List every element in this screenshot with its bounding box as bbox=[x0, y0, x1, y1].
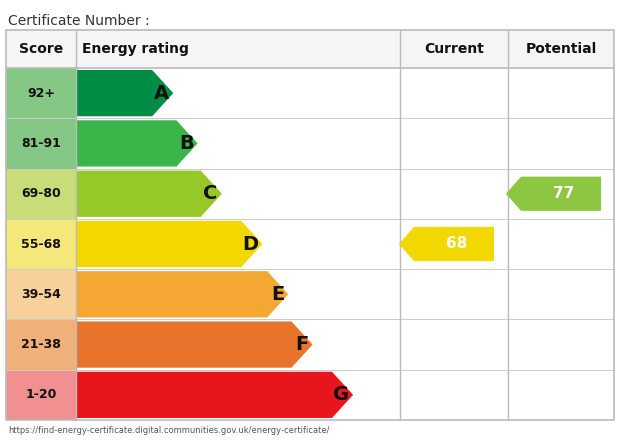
Bar bbox=[400, 169, 508, 219]
Bar bbox=[400, 269, 508, 319]
Text: 68: 68 bbox=[446, 236, 467, 252]
Text: Certificate Number :: Certificate Number : bbox=[8, 14, 149, 28]
Bar bbox=[76, 118, 400, 169]
Text: 39-54: 39-54 bbox=[21, 288, 61, 301]
Bar bbox=[6, 68, 76, 118]
Bar bbox=[508, 269, 614, 319]
Bar bbox=[76, 269, 400, 319]
Polygon shape bbox=[399, 227, 494, 261]
Text: 77: 77 bbox=[554, 186, 575, 201]
Text: 69-80: 69-80 bbox=[21, 187, 61, 200]
Bar bbox=[6, 219, 76, 269]
Bar bbox=[508, 219, 614, 269]
Polygon shape bbox=[76, 372, 353, 418]
Bar bbox=[508, 169, 614, 219]
Bar bbox=[508, 370, 614, 420]
Text: B: B bbox=[179, 134, 193, 153]
Bar bbox=[6, 269, 76, 319]
Text: 92+: 92+ bbox=[27, 87, 55, 99]
Bar bbox=[508, 68, 614, 118]
Text: 21-38: 21-38 bbox=[21, 338, 61, 351]
Bar bbox=[76, 68, 400, 118]
Bar bbox=[508, 118, 614, 169]
Text: https://find-energy-certificate.digital.communities.gov.uk/energy-certificate/: https://find-energy-certificate.digital.… bbox=[8, 426, 329, 435]
Bar bbox=[400, 118, 508, 169]
Text: F: F bbox=[295, 335, 309, 354]
Bar bbox=[6, 118, 76, 169]
Bar bbox=[6, 30, 614, 420]
Text: C: C bbox=[203, 184, 218, 203]
Bar bbox=[6, 30, 614, 68]
Text: G: G bbox=[333, 385, 349, 404]
Text: Current: Current bbox=[424, 42, 484, 56]
Polygon shape bbox=[76, 221, 262, 267]
Bar bbox=[76, 370, 400, 420]
Text: 81-91: 81-91 bbox=[21, 137, 61, 150]
Bar bbox=[6, 370, 76, 420]
Bar bbox=[6, 319, 76, 370]
Bar bbox=[400, 319, 508, 370]
Text: Potential: Potential bbox=[525, 42, 596, 56]
Bar bbox=[400, 219, 508, 269]
Polygon shape bbox=[76, 322, 312, 368]
Bar bbox=[400, 68, 508, 118]
Polygon shape bbox=[76, 271, 288, 317]
Text: 1-20: 1-20 bbox=[25, 389, 56, 401]
Polygon shape bbox=[76, 171, 222, 217]
Text: D: D bbox=[242, 235, 259, 253]
Polygon shape bbox=[506, 176, 601, 211]
Polygon shape bbox=[76, 120, 198, 167]
Polygon shape bbox=[76, 70, 173, 116]
Bar bbox=[400, 370, 508, 420]
Text: Energy rating: Energy rating bbox=[82, 42, 189, 56]
Bar bbox=[76, 219, 400, 269]
Text: A: A bbox=[154, 84, 169, 103]
Bar bbox=[76, 169, 400, 219]
Text: E: E bbox=[271, 285, 285, 304]
Bar bbox=[508, 319, 614, 370]
Bar bbox=[6, 169, 76, 219]
Bar bbox=[76, 319, 400, 370]
Text: 55-68: 55-68 bbox=[21, 238, 61, 250]
Text: Score: Score bbox=[19, 42, 63, 56]
